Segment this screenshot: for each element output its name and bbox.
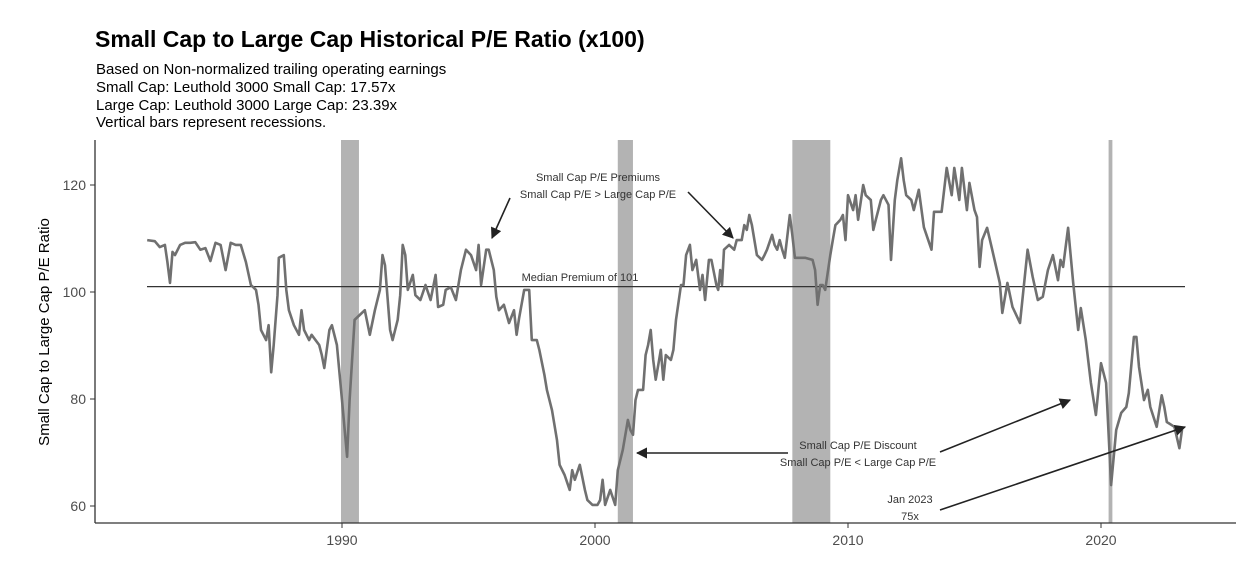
subtitle-small-cap: Small Cap: Leuthold 3000 Small Cap: 17.5… [96,79,396,96]
latest-annotation-date: Jan 2023 [887,494,932,506]
series-line [147,157,1184,507]
recession-bar-2 [792,140,831,523]
median-label: Median Premium of 101 [522,272,639,284]
premium-arrow-1 [491,197,511,240]
latest-arrow [939,424,1187,511]
discount-annotation-line2: Small Cap P/E < Large Cap P/E [780,457,936,469]
y-tick-label: 60 [70,498,86,514]
discount-annotation-line1: Small Cap P/E Discount [799,440,916,452]
y-axis-label: Small Cap to Large Cap P/E Ratio [36,218,53,446]
subtitle-recessions: Vertical bars represent recessions. [96,114,327,131]
premium-annotation-line2: Small Cap P/E > Large Cap P/E [520,189,676,201]
chart-title: Small Cap to Large Cap Historical P/E Ra… [95,26,645,52]
y-tick-label: 120 [63,177,87,193]
recession-bar-3 [1108,140,1113,523]
x-tick-label: 2010 [832,532,863,548]
subtitle-large-cap: Large Cap: Leuthold 3000 Large Cap: 23.3… [96,97,398,114]
x-tick-label: 1990 [326,532,357,548]
premium-annotation-line1: Small Cap P/E Premiums [536,172,661,184]
subtitle-earnings: Based on Non-normalized trailing operati… [96,61,447,78]
x-tick-label: 2020 [1085,532,1116,548]
y-tick-label: 100 [63,284,87,300]
recession-bar-0 [340,140,359,523]
y-tick-label: 80 [70,391,86,407]
latest-annotation-value: 75x [901,511,919,523]
premium-arrow-2 [687,191,734,239]
x-tick-label: 2000 [579,532,610,548]
discount-arrow-2 [939,398,1072,453]
